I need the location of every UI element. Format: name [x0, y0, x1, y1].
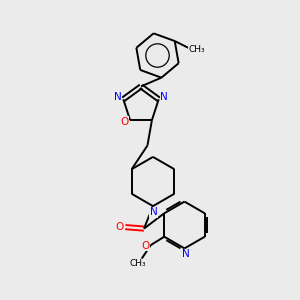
Text: O: O — [141, 241, 149, 251]
Text: N: N — [160, 92, 168, 102]
Text: CH₃: CH₃ — [130, 260, 146, 268]
Text: O: O — [120, 116, 128, 127]
Text: O: O — [115, 222, 124, 232]
Text: CH₃: CH₃ — [188, 45, 205, 54]
Text: N: N — [114, 92, 122, 102]
Text: N: N — [150, 207, 158, 217]
Text: N: N — [182, 249, 190, 260]
